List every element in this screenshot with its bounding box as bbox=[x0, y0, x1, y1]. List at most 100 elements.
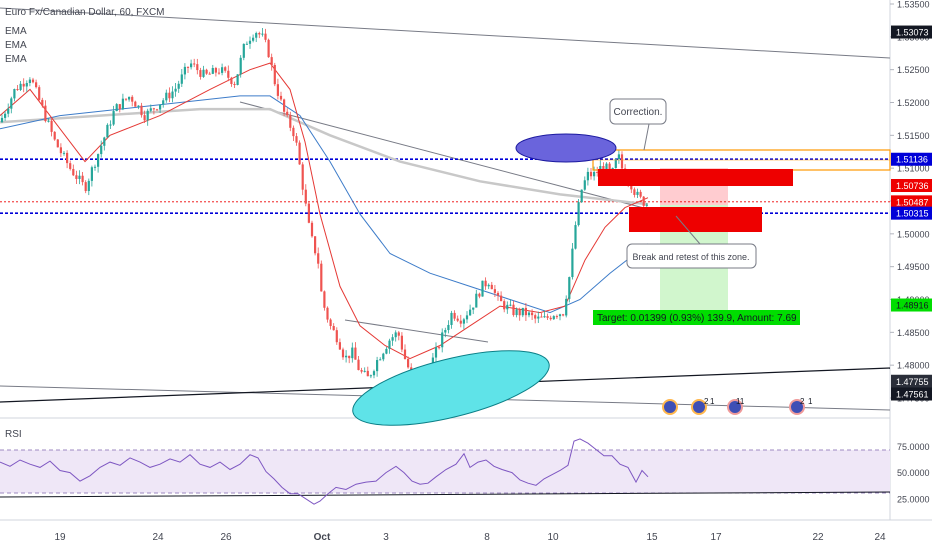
time-tick-label: 17 bbox=[710, 532, 722, 543]
candle-body bbox=[248, 40, 252, 44]
event-badge-icon[interactable] bbox=[662, 399, 678, 415]
price-tick-label: 1.48000 bbox=[897, 361, 930, 371]
candle-body bbox=[543, 316, 546, 318]
rsi-label[interactable]: RSI bbox=[5, 429, 22, 440]
candle-body bbox=[72, 168, 75, 176]
candle-body bbox=[450, 312, 453, 325]
event-badge-icon[interactable] bbox=[789, 399, 805, 415]
candle-body bbox=[447, 324, 450, 331]
red-zone-upper[interactable] bbox=[598, 169, 793, 186]
red-zone-lower[interactable] bbox=[629, 207, 762, 232]
correction-callout-text: Correction. bbox=[614, 107, 663, 118]
candle-body bbox=[490, 284, 493, 290]
candle-body bbox=[506, 304, 509, 310]
break-retest-callout[interactable] bbox=[626, 243, 757, 269]
candle-body bbox=[152, 108, 155, 110]
correction-pointer bbox=[643, 123, 650, 151]
rsi-trendline[interactable] bbox=[0, 491, 891, 498]
time-tick-label: 15 bbox=[646, 532, 658, 543]
price-badge bbox=[891, 298, 932, 312]
price-badge bbox=[891, 152, 932, 166]
candle-body bbox=[100, 145, 103, 155]
candle-body bbox=[267, 39, 270, 58]
candle-body bbox=[462, 319, 465, 324]
candle-body bbox=[56, 139, 59, 148]
candle-body bbox=[596, 171, 599, 173]
support-ellipse[interactable] bbox=[346, 335, 556, 440]
candle-body bbox=[59, 147, 62, 154]
candle-body bbox=[44, 105, 47, 122]
candle-body bbox=[236, 74, 239, 85]
candle-body bbox=[301, 164, 304, 190]
candle-body bbox=[16, 89, 19, 91]
candle-body bbox=[360, 370, 363, 372]
candle-body bbox=[580, 189, 583, 203]
target-label-bg[interactable] bbox=[593, 310, 800, 325]
chart-title[interactable]: Euro Fx/Canadian Dollar, 60, FXCM bbox=[5, 7, 165, 18]
candle-body bbox=[391, 337, 394, 341]
candle-body bbox=[493, 289, 496, 293]
correction-callout[interactable] bbox=[609, 98, 667, 125]
candle-body bbox=[441, 332, 444, 348]
candle-body bbox=[227, 70, 230, 78]
correction-ellipse[interactable] bbox=[515, 133, 617, 163]
candle-body bbox=[121, 98, 124, 110]
candle-body bbox=[50, 120, 53, 132]
time-tick-label: 24 bbox=[152, 532, 164, 543]
candle-body bbox=[509, 304, 512, 306]
price-tick-label: 1.49500 bbox=[897, 262, 930, 272]
candle-body bbox=[376, 360, 379, 372]
price-badge bbox=[891, 195, 932, 209]
candle-body bbox=[118, 104, 121, 110]
price-badges: 1.53073 1.51136 1.50736 1.50487 1.50315 1.489… bbox=[891, 25, 932, 401]
candle-body bbox=[524, 307, 527, 316]
candle-body bbox=[28, 79, 31, 84]
candle-body bbox=[180, 74, 183, 84]
time-tick-label: 26 bbox=[220, 532, 232, 543]
candle-body bbox=[124, 98, 128, 100]
candle-body bbox=[155, 109, 159, 111]
indicator-ema-1[interactable]: EMA bbox=[5, 26, 27, 37]
event-badges[interactable]: 2 1 11 2 1 bbox=[662, 397, 813, 415]
candle-body bbox=[35, 82, 38, 88]
candle-body bbox=[320, 263, 323, 292]
candle-body bbox=[298, 142, 301, 165]
mini-trendline[interactable] bbox=[344, 319, 489, 343]
break-retest-callout-text: Break and retest of this zone. bbox=[632, 252, 749, 262]
candle-body bbox=[211, 67, 214, 74]
candle-body bbox=[0, 117, 4, 123]
candle-body bbox=[186, 66, 190, 68]
candle-body bbox=[292, 127, 295, 137]
candle-body bbox=[41, 99, 44, 106]
candle-body bbox=[286, 111, 289, 116]
candle-body bbox=[605, 163, 608, 173]
candle-body bbox=[143, 115, 146, 121]
upper-trendline[interactable] bbox=[0, 7, 891, 59]
candle-body bbox=[221, 67, 224, 73]
candle-body bbox=[270, 57, 273, 65]
event-badge-count: 1 bbox=[710, 397, 715, 406]
price-tick-label: 1.51000 bbox=[897, 164, 930, 174]
candle-body bbox=[214, 67, 217, 73]
candle-body bbox=[434, 347, 438, 358]
candle-body bbox=[103, 137, 106, 146]
candle-body bbox=[469, 309, 472, 316]
candle-body bbox=[149, 108, 152, 111]
candle-body bbox=[348, 355, 351, 359]
indicator-ema-3[interactable]: EMA bbox=[5, 54, 27, 65]
indicator-ema-2[interactable]: EMA bbox=[5, 40, 27, 51]
candle-body bbox=[351, 347, 354, 359]
time-axis[interactable]: 19 24 26 Oct 3 8 10 15 17 22 24 bbox=[54, 532, 886, 543]
candle-body bbox=[583, 180, 586, 190]
candle-body bbox=[146, 110, 149, 121]
candle-body bbox=[341, 349, 345, 358]
candle-body bbox=[224, 67, 227, 71]
event-badge-icon[interactable] bbox=[691, 399, 707, 415]
candle-body bbox=[487, 284, 490, 287]
candle-body bbox=[565, 298, 568, 316]
rsi-scale[interactable]: 75.0000 50.0000 25.0000 bbox=[897, 442, 930, 505]
candle-body bbox=[279, 95, 283, 100]
candle-body bbox=[332, 326, 335, 331]
event-badge-icon[interactable] bbox=[727, 399, 743, 415]
candle-body bbox=[459, 320, 462, 324]
